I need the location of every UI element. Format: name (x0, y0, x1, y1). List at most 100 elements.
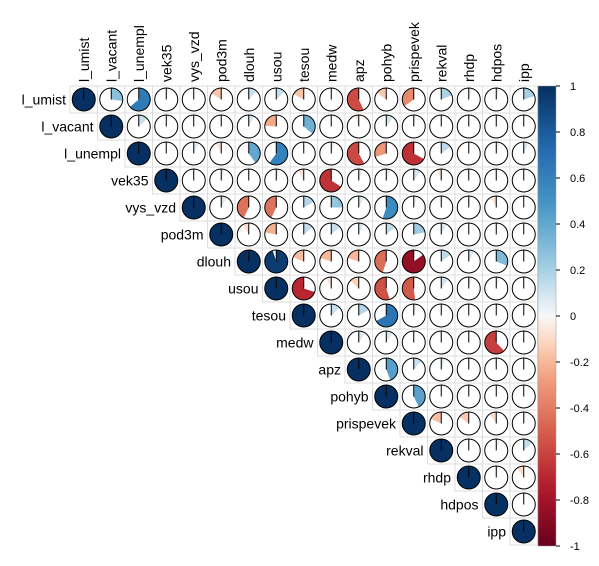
pie-outline (456, 249, 481, 274)
column-label: pohyb (378, 44, 394, 82)
pie-slice (386, 115, 394, 127)
pie-slice (237, 196, 249, 218)
pie-slice (358, 169, 363, 181)
pie-outline (456, 438, 481, 463)
pie-outline (346, 330, 371, 355)
pie-outline (291, 114, 316, 139)
pie-outline (209, 222, 234, 247)
pie-slice (264, 196, 277, 218)
pie-slice (264, 115, 277, 127)
pie-outline (319, 276, 344, 301)
pie-slice (413, 223, 426, 235)
row-label: prispevek (336, 416, 397, 432)
pie-outline (511, 330, 536, 355)
pie-outline (511, 492, 536, 517)
column-label: vys_vzd (186, 31, 202, 82)
pie-outline (484, 141, 509, 166)
pie-slice (468, 385, 471, 397)
pie-outline (401, 141, 426, 166)
pie-outline (511, 114, 536, 139)
pie-slice (468, 196, 471, 208)
pie-outline (236, 249, 261, 274)
colorbar-tick-label: 0.4 (570, 219, 585, 231)
pie-slice (468, 277, 473, 289)
pie-outline (374, 357, 399, 382)
colorbar-tick-label: -0.6 (570, 449, 589, 461)
pie-slice (215, 142, 222, 154)
pie-slice (496, 142, 500, 154)
row-label: rekval (386, 443, 423, 459)
pie-slice (496, 88, 500, 100)
pie-slice (138, 115, 148, 127)
pie-outline (319, 330, 344, 355)
pie-slice (320, 250, 332, 262)
pie-slice (523, 88, 535, 100)
pie-slice (494, 358, 497, 370)
pie-slice (523, 412, 527, 424)
pie-outline (236, 141, 261, 166)
pie-slice (386, 331, 393, 343)
pie-outline (236, 87, 261, 112)
pie-slice (358, 196, 365, 208)
pie-outline (484, 222, 509, 247)
pie-outline (484, 357, 509, 382)
colorbar (537, 85, 557, 547)
pie-outline (346, 141, 371, 166)
pie-slice (430, 412, 442, 424)
pie-outline (401, 87, 426, 112)
pie-slice (441, 223, 447, 235)
pie-outline (346, 114, 371, 139)
pie-outline (374, 249, 399, 274)
pie-outline (484, 195, 509, 220)
pie-outline (126, 114, 151, 139)
pie-outline (264, 141, 289, 166)
pie-slice (303, 223, 313, 235)
pie-outline (374, 330, 399, 355)
pie-slice (523, 142, 529, 154)
pie-slice (347, 142, 365, 165)
column-label: pod3m (213, 39, 229, 82)
pie-outline (401, 222, 426, 247)
row-label: vek35 (111, 173, 149, 189)
pie-slice (523, 249, 526, 262)
pie-outline (456, 330, 481, 355)
pie-outline (401, 411, 426, 436)
pie-slice (441, 196, 444, 208)
row-label: ipp (487, 524, 506, 540)
pie-outline (291, 195, 316, 220)
pie-outline (264, 87, 289, 112)
row-label: dlouh (197, 254, 231, 270)
pie-slice (374, 250, 387, 273)
pie-outline (484, 465, 509, 490)
column-label: apz (351, 59, 367, 82)
pie-outline (154, 141, 179, 166)
row-label: hdpos (440, 497, 478, 513)
pie-slice (319, 169, 341, 192)
pie-outline (484, 87, 509, 112)
column-label: usou (268, 52, 284, 82)
pie-slice (413, 115, 417, 127)
pie-outline (511, 222, 536, 247)
pie-outline (511, 276, 536, 301)
column-label: prispevek (406, 21, 422, 82)
pie-slice (441, 88, 452, 100)
row-label: l_vacant (41, 119, 93, 135)
pie-slice (441, 304, 444, 316)
pie-outline (319, 222, 344, 247)
colorbar-tick-label: -0.2 (570, 357, 589, 369)
pie-outline (319, 141, 344, 166)
pie-slice (413, 304, 418, 316)
pie-slice (490, 196, 497, 208)
pie-slice (331, 304, 340, 316)
column-label: medw (323, 44, 339, 82)
colorbar-tick-label: 0.6 (570, 173, 585, 185)
pie-outline (484, 438, 509, 463)
pie-outline (511, 303, 536, 328)
pie-outline (209, 114, 234, 139)
column-label: hdpos (488, 44, 504, 82)
row-label: apz (318, 362, 341, 378)
pie-slice (496, 466, 500, 478)
pie-outline (126, 141, 151, 166)
pie-outline (511, 357, 536, 382)
pie-outline (456, 411, 481, 436)
